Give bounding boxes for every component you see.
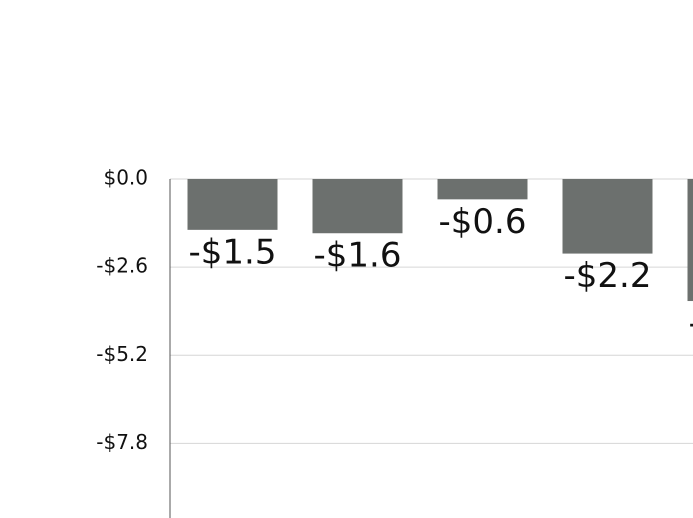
value-label: -$3.6: [689, 304, 693, 344]
bar: [312, 179, 403, 234]
y-tick-label: -$5.2: [96, 342, 148, 366]
value-label: -$1.6: [314, 236, 402, 276]
bar: [562, 179, 653, 254]
y-tick-label: -$2.6: [96, 254, 148, 278]
y-tick-label: $0.0: [103, 166, 148, 190]
value-label: -$1.5: [189, 232, 277, 272]
value-label: -$2.2: [564, 256, 652, 296]
bar: [687, 179, 693, 302]
value-label: -$0.6: [439, 202, 527, 242]
bar: [187, 179, 278, 230]
y-tick-label: -$7.8: [96, 430, 148, 454]
bar: [437, 179, 528, 200]
